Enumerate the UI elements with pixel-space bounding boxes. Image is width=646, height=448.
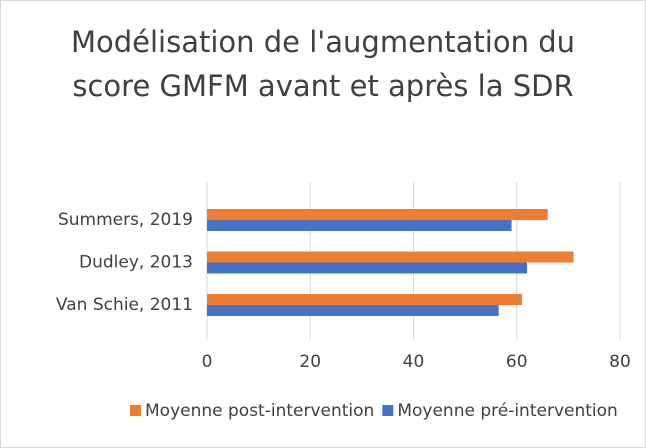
legend-label: Moyenne post-intervention (145, 401, 374, 421)
legend-swatch (382, 405, 394, 416)
x-tick-label: 80 (609, 352, 631, 372)
x-tick-label: 0 (202, 352, 213, 372)
legend-label: Moyenne pré-intervention (397, 401, 617, 421)
bar (207, 209, 548, 220)
y-tick-label: Van Schie, 2011 (56, 295, 193, 315)
chart-title: Modélisation de l'augmentation du score … (70, 25, 575, 103)
legend-swatch (130, 405, 141, 416)
bar (207, 305, 499, 316)
y-tick-label: Summers, 2019 (58, 210, 193, 230)
x-tick-label: 40 (403, 352, 425, 372)
bar (207, 251, 574, 263)
y-tick-label: Dudley, 2013 (79, 253, 193, 273)
bar (207, 262, 528, 274)
bar (207, 294, 522, 305)
x-tick-label: 20 (299, 352, 321, 372)
bar (207, 220, 512, 231)
x-tick-label: 60 (506, 352, 528, 372)
